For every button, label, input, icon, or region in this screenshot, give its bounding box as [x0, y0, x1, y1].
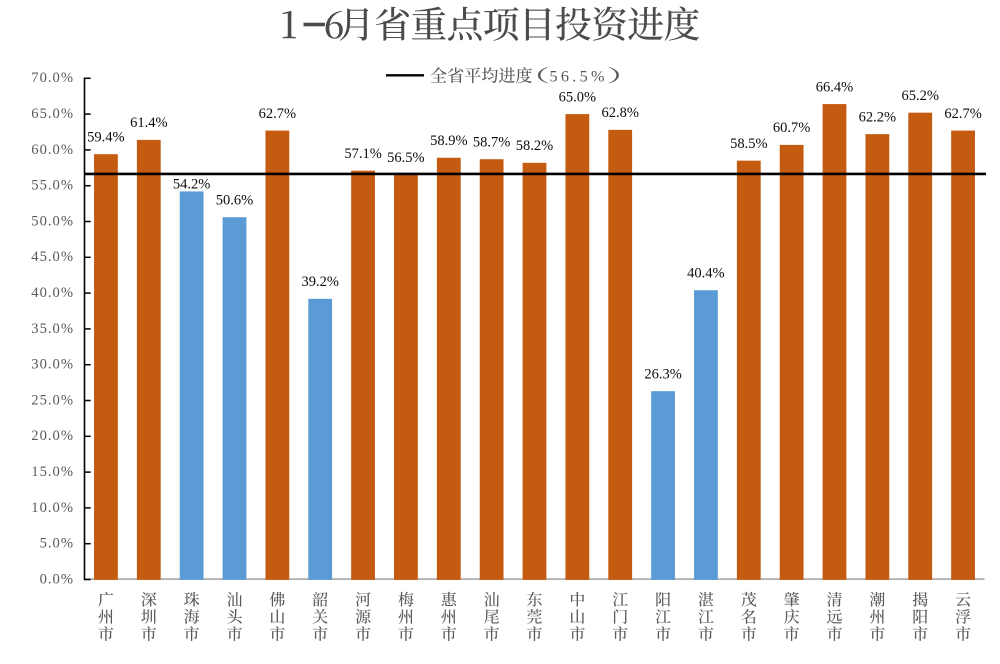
svg-text:54.2%: 54.2%	[173, 177, 210, 193]
svg-text:45.0%: 45.0%	[31, 249, 74, 265]
svg-text:60.0%: 60.0%	[31, 142, 74, 158]
svg-text:65.0%: 65.0%	[559, 89, 596, 105]
svg-text:35.0%: 35.0%	[31, 321, 74, 337]
svg-text:62.7%: 62.7%	[259, 106, 296, 122]
svg-text:40.0%: 40.0%	[31, 285, 74, 301]
svg-text:58.5%: 58.5%	[730, 136, 767, 152]
svg-text:39.2%: 39.2%	[301, 274, 338, 290]
svg-text:57.1%: 57.1%	[344, 146, 381, 162]
svg-text:50.6%: 50.6%	[216, 192, 253, 208]
svg-text:58.2%: 58.2%	[516, 138, 553, 154]
svg-text:20.0%: 20.0%	[31, 428, 74, 444]
svg-text:58.7%: 58.7%	[473, 134, 510, 150]
svg-text:65.0%: 65.0%	[31, 106, 74, 122]
svg-text:62.7%: 62.7%	[944, 106, 981, 122]
svg-text:50.0%: 50.0%	[31, 213, 74, 229]
svg-text:55.0%: 55.0%	[31, 178, 74, 194]
svg-text:62.2%: 62.2%	[859, 109, 896, 125]
svg-text:62.8%: 62.8%	[601, 105, 638, 121]
svg-text:61.4%: 61.4%	[130, 115, 167, 131]
svg-text:65.2%: 65.2%	[901, 88, 938, 104]
svg-text:60.7%: 60.7%	[773, 120, 810, 136]
svg-text:10.0%: 10.0%	[31, 500, 74, 516]
svg-text:66.4%: 66.4%	[816, 79, 853, 95]
svg-text:26.3%: 26.3%	[644, 366, 681, 382]
svg-text:59.4%: 59.4%	[87, 129, 124, 145]
svg-text:15.0%: 15.0%	[31, 464, 74, 480]
svg-text:30.0%: 30.0%	[31, 357, 74, 373]
svg-text:40.4%: 40.4%	[687, 265, 724, 281]
svg-text:56.5%: 56.5%	[387, 150, 424, 166]
svg-text:70.0%: 70.0%	[31, 70, 74, 86]
svg-text:58.9%: 58.9%	[430, 133, 467, 149]
svg-text:0.0%: 0.0%	[40, 571, 74, 587]
svg-text:25.0%: 25.0%	[31, 392, 74, 408]
svg-text:5.0%: 5.0%	[40, 536, 74, 552]
